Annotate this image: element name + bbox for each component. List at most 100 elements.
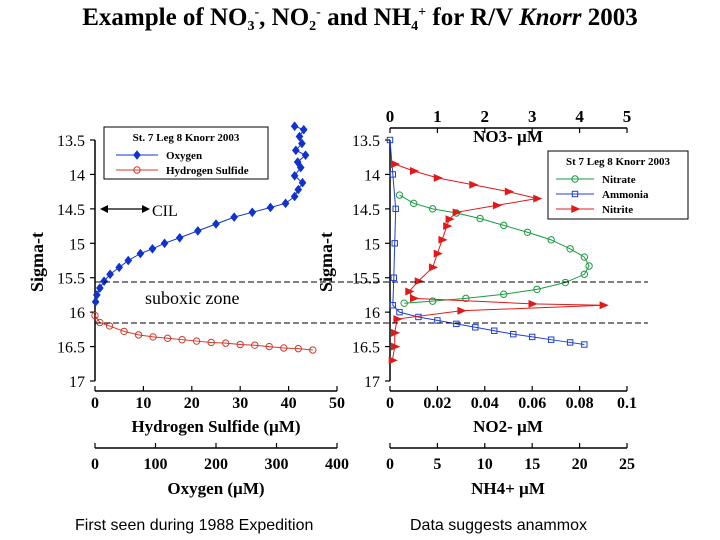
data-point-nitrite (533, 194, 543, 203)
data-point-oxygen (290, 191, 299, 202)
data-point-oxygen (148, 243, 157, 254)
data-point-oxygen (212, 219, 220, 229)
right-x-tick-label: 10 (477, 456, 493, 473)
right-legend-marker (571, 175, 579, 183)
right-legend-title: St 7 Leg 8 Knorr 2003 (566, 156, 670, 168)
data-point-ammonia (453, 320, 460, 328)
data-point-hydrogen-sulfide (134, 331, 143, 339)
left-x-tick-label: 20 (184, 395, 200, 412)
data-point-nitrate (533, 285, 541, 294)
data-point-nitrite (414, 277, 424, 286)
data-point-oxygen (293, 157, 302, 167)
data-point-hydrogen-sulfide (236, 340, 244, 349)
data-point-ammonia (472, 324, 479, 331)
data-point-oxygen (294, 184, 303, 195)
data-point-ammonia (566, 339, 574, 346)
data-point-nitrite (391, 328, 401, 337)
data-point-hydrogen-sulfide (265, 342, 273, 351)
data-point-nitrite (405, 287, 415, 296)
left-x-tick-label: 30 (232, 395, 248, 412)
data-point-hydrogen-sulfide (149, 333, 157, 341)
right-x-tick-label: 0 (386, 395, 394, 412)
data-point-oxygen (295, 131, 304, 142)
left-y-tick-label: 14 (69, 167, 85, 184)
left-y-tick-label: 16.5 (57, 340, 85, 357)
data-point-hydrogen-sulfide (91, 311, 99, 320)
data-point-nitrite (504, 187, 514, 196)
data-point-ammonia (510, 330, 517, 338)
data-point-oxygen (136, 248, 145, 259)
data-point-oxygen (290, 121, 299, 132)
data-point-nitrite (528, 299, 538, 308)
data-point-nitrate (523, 228, 532, 236)
data-point-nitrite (452, 208, 462, 217)
data-point-ammonia (491, 327, 498, 334)
data-point-oxygen (299, 124, 308, 135)
data-point-nitrate (500, 290, 508, 298)
right-y-tick-label: 15.5 (352, 271, 380, 288)
suboxic-zone-label: suboxic zone (145, 288, 239, 308)
left-legend-label: Oxygen (166, 150, 202, 162)
right-x-tick-label: 0.04 (471, 395, 499, 412)
data-point-ammonia (386, 136, 394, 144)
data-point-nitrite (428, 263, 439, 272)
left-x-tick-label: 0 (91, 456, 99, 473)
series-line-nitrate (399, 194, 590, 304)
data-point-hydrogen-sulfide (251, 341, 259, 349)
cil-arrowhead-left (100, 205, 108, 213)
right-legend-label: Ammonia (602, 189, 649, 201)
data-point-nitrite (391, 160, 401, 169)
data-point-hydrogen-sulfide (294, 344, 302, 353)
data-point-oxygen (124, 255, 133, 266)
data-point-nitrite (445, 215, 455, 224)
data-point-hydrogen-sulfide (120, 327, 128, 336)
right-x-tick-label: 0 (386, 456, 394, 473)
left-y-tick-label: 15 (69, 236, 85, 253)
data-point-nitrite (433, 173, 443, 182)
data-point-hydrogen-sulfide (192, 337, 201, 345)
data-point-nitrate (566, 245, 574, 253)
right-x-tick-label: 2 (481, 107, 490, 126)
data-point-oxygen (290, 171, 299, 181)
data-point-oxygen (266, 202, 275, 213)
series-line-ammonia (389, 139, 585, 346)
data-point-oxygen (115, 262, 124, 273)
data-point-oxygen (194, 226, 202, 236)
data-point-nitrite (433, 249, 443, 258)
footnote-left: First seen during 1988 Expedition (75, 517, 314, 534)
data-point-ammonia (396, 308, 403, 316)
data-point-nitrite (469, 180, 479, 189)
data-point-oxygen (296, 162, 305, 173)
data-point-hydrogen-sulfide (163, 334, 172, 343)
left-y-tick-label: 14.5 (57, 202, 85, 219)
data-point-nitrate (580, 253, 589, 261)
data-point-nitrite (457, 306, 467, 315)
data-point-nitrate (462, 294, 470, 303)
right-x-axis-label-nitrite: NO2- µM (473, 417, 543, 436)
data-point-nitrate (428, 205, 437, 213)
right-legend-marker (571, 190, 579, 198)
data-point-ammonia (389, 302, 397, 309)
left-y-axis-label: Sigma-t (27, 232, 47, 292)
data-point-hydrogen-sulfide (280, 344, 288, 352)
left-y-tick-label: 17 (69, 374, 85, 391)
right-legend-label: Nitrite (602, 204, 633, 216)
right-x-tick-label: 0 (386, 107, 395, 126)
data-point-oxygen (91, 297, 100, 307)
data-point-nitrate (580, 270, 589, 278)
data-point-ammonia (392, 205, 399, 213)
data-point-nitrate (410, 199, 418, 208)
data-point-oxygen (95, 283, 104, 293)
data-point-nitrate (400, 299, 408, 307)
data-point-oxygen (175, 232, 184, 243)
data-point-oxygen (292, 145, 300, 156)
data-point-nitrite (443, 222, 453, 231)
data-point-nitrate (500, 221, 508, 230)
footnote-right: Data suggests anammox (410, 517, 587, 534)
right-y-tick-label: 14.5 (352, 202, 380, 219)
right-y-tick-label: 16 (364, 305, 380, 322)
data-point-hydrogen-sulfide (221, 339, 230, 347)
right-y-tick-label: 17 (364, 374, 380, 391)
left-legend-title: St. 7 Leg 8 Knorr 2003 (133, 132, 240, 144)
